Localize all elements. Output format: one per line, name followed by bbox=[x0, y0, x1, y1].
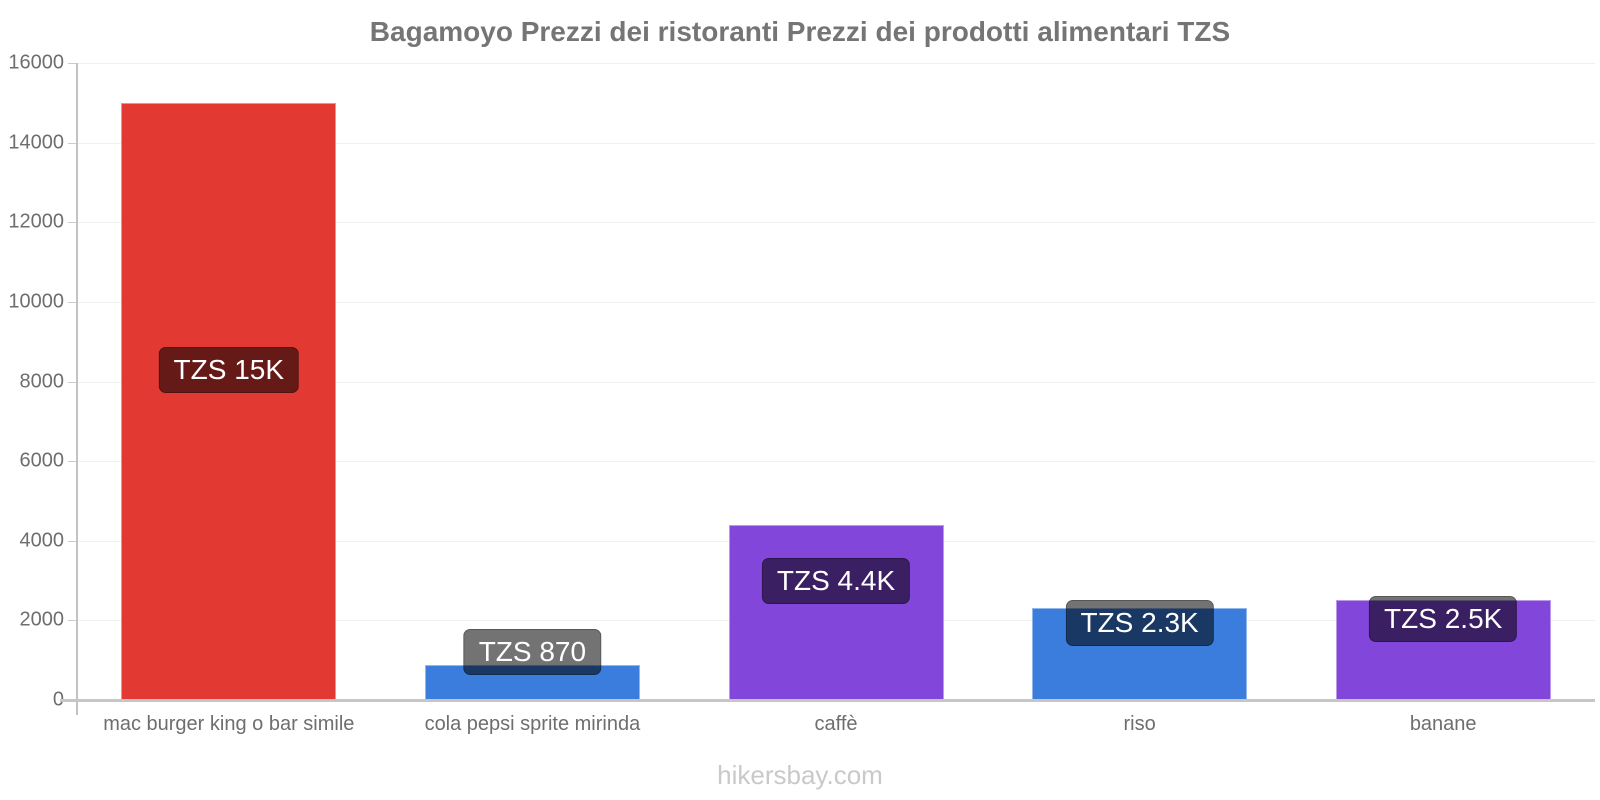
x-axis-line bbox=[60, 699, 1595, 702]
y-tick-mark bbox=[68, 461, 77, 463]
bar-value-label: TZS 15K bbox=[158, 347, 300, 394]
y-tick-mark bbox=[68, 540, 77, 542]
gridline bbox=[77, 301, 1595, 303]
x-category-label: cola pepsi sprite mirinda bbox=[424, 713, 641, 735]
y-tick-mark bbox=[68, 301, 77, 303]
x-category-label: caffè bbox=[814, 713, 858, 735]
y-tick-label: 10000 bbox=[8, 290, 64, 313]
bar-value-label: TZS 870 bbox=[463, 628, 602, 675]
bar-1[interactable] bbox=[121, 102, 337, 700]
y-tick-mark bbox=[68, 222, 77, 224]
x-category-label: mac burger king o bar simile bbox=[103, 713, 355, 735]
y-tick-label: 2000 bbox=[19, 608, 65, 631]
y-tick-mark bbox=[68, 63, 77, 64]
y-tick-mark bbox=[68, 381, 77, 383]
y-tick-label: 4000 bbox=[19, 529, 65, 552]
y-tick-label: 8000 bbox=[19, 370, 65, 392]
bar-value-label: TZS 2.3K bbox=[1065, 600, 1214, 647]
y-tick-label: 6000 bbox=[19, 449, 65, 472]
gridline bbox=[77, 461, 1595, 463]
y-tick-label: 16000 bbox=[8, 51, 64, 74]
y-tick-label: 14000 bbox=[8, 131, 64, 154]
gridline bbox=[77, 63, 1595, 64]
gridline bbox=[77, 381, 1595, 383]
y-tick-mark bbox=[68, 142, 77, 144]
y-axis-line bbox=[76, 63, 78, 715]
x-category-label: banane bbox=[1409, 713, 1477, 735]
x-category-label: riso bbox=[1123, 713, 1156, 735]
bar-value-label: TZS 2.5K bbox=[1369, 596, 1518, 643]
gridline bbox=[77, 142, 1595, 144]
bar-value-label: TZS 4.4K bbox=[761, 558, 911, 605]
chart-title: Bagamoyo Prezzi dei ristoranti Prezzi de… bbox=[369, 16, 1231, 47]
gridline bbox=[77, 222, 1595, 224]
y-tick-label: 0 bbox=[52, 688, 64, 711]
y-tick-mark bbox=[68, 620, 77, 622]
bar-3[interactable] bbox=[728, 524, 944, 700]
watermark: hikersbay.com bbox=[717, 760, 883, 790]
y-tick-label: 12000 bbox=[8, 210, 64, 233]
